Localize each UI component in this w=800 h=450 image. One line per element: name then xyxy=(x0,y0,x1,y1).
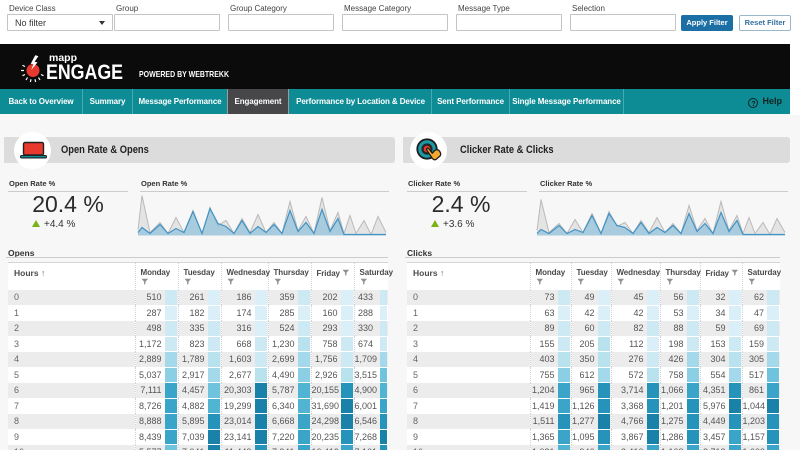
svg-text:ENGAGE: ENGAGE xyxy=(46,61,123,84)
svg-text:POWERED BY WEBTREKK: POWERED BY WEBTREKK xyxy=(139,69,230,79)
svg-text:mapp: mapp xyxy=(49,53,77,64)
